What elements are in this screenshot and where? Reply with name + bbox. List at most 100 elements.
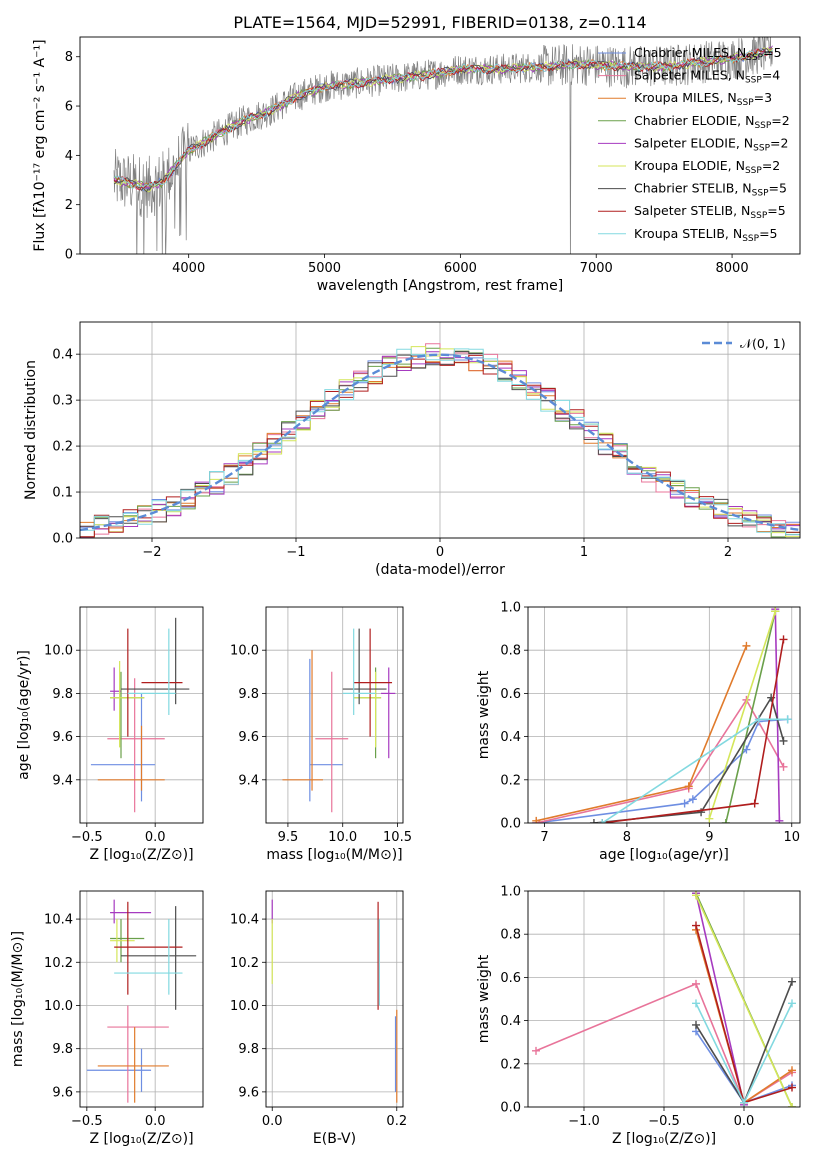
plot-area bbox=[532, 891, 796, 1107]
y-axis-label: Normed distribution bbox=[23, 360, 39, 500]
axes-frame bbox=[79, 36, 801, 255]
x-tick-label: 8000 bbox=[716, 261, 749, 276]
weight-line bbox=[536, 718, 788, 823]
legend-entry-count: =5 bbox=[763, 45, 781, 60]
legend-entry: Chabrier MILES, NSSP=5 bbox=[634, 45, 782, 63]
legend-entry-sub: SSP bbox=[745, 166, 762, 176]
weight-marker bbox=[705, 814, 714, 823]
legend-entry-sub: SSP bbox=[746, 53, 763, 63]
legend-entry-count: =2 bbox=[762, 158, 780, 173]
x-axis-label: Z [log₁₀(Z/Z⊙)] bbox=[612, 1131, 716, 1147]
weight-marker bbox=[788, 1103, 796, 1107]
x-tick-label: −0.5 bbox=[648, 1114, 680, 1129]
y-tick-label: 4 bbox=[65, 149, 73, 164]
weight-line bbox=[774, 609, 781, 821]
spectrum-model-line bbox=[113, 47, 773, 191]
y-tick-label: 9.4 bbox=[238, 773, 259, 788]
legend-entry-sub: SSP bbox=[750, 211, 767, 221]
x-tick-label: −0.5 bbox=[71, 1114, 103, 1129]
y-tick-label: 0.1 bbox=[52, 486, 73, 501]
plot-area bbox=[532, 607, 792, 823]
legend-entry-sub: SSP bbox=[752, 189, 769, 199]
legend-entry-sub: SSP bbox=[737, 98, 754, 108]
legend-entry: Kroupa MILES, NSSP=3 bbox=[634, 90, 772, 108]
weight-marker bbox=[783, 715, 792, 724]
legend-entry: Kroupa STELIB, NSSP=5 bbox=[634, 226, 778, 244]
legend-entry: Salpeter STELIB, NSSP=5 bbox=[634, 203, 786, 221]
legend-entry-sub: SSP bbox=[754, 121, 771, 131]
legend-entry: Kroupa ELODIE, NSSP=2 bbox=[634, 158, 780, 176]
plot-area bbox=[90, 617, 190, 813]
legend-entry-count: =4 bbox=[762, 68, 780, 83]
x-tick-label: 9 bbox=[705, 830, 713, 845]
y-tick-label: 0.0 bbox=[500, 1101, 521, 1116]
panel-3: 9.5 10.0 10.5 9.4 9.6 9.8 10.0 mass [log₁₀(M/M⊙… bbox=[230, 606, 412, 863]
legend-entry-label: Kroupa STELIB, N bbox=[634, 226, 742, 241]
axes-frame bbox=[79, 890, 204, 1108]
y-tick-label: 9.6 bbox=[52, 730, 73, 745]
weight-marker bbox=[589, 819, 598, 823]
weight-marker bbox=[788, 1066, 796, 1075]
weight-marker bbox=[775, 816, 784, 823]
y-tick-label: 0.6 bbox=[500, 971, 521, 986]
x-tick-label: 9.5 bbox=[278, 830, 299, 845]
legend-entry-label: Salpeter STELIB, N bbox=[634, 203, 750, 218]
x-axis-label: Z [log₁₀(Z/Z⊙)] bbox=[89, 1131, 193, 1147]
x-tick-label: 4000 bbox=[172, 261, 205, 276]
plot-area bbox=[282, 628, 396, 813]
weight-line bbox=[536, 698, 785, 823]
weight-marker bbox=[742, 641, 751, 650]
weight-marker bbox=[779, 635, 788, 644]
legend-entry-count: =2 bbox=[770, 135, 788, 150]
legend-entry-count: =5 bbox=[769, 181, 787, 196]
axes-frame bbox=[527, 606, 801, 824]
axes-frame bbox=[79, 321, 801, 539]
weight-line bbox=[695, 893, 745, 1105]
y-tick-label: 0.0 bbox=[500, 817, 521, 832]
y-axis-label: mass weight bbox=[476, 954, 492, 1043]
legend-entry: Chabrier STELIB, NSSP=5 bbox=[634, 181, 787, 199]
x-axis-label: wavelength [Angstrom, rest frame] bbox=[317, 278, 563, 294]
y-tick-label: 8 bbox=[65, 50, 73, 65]
spectrum-model-line bbox=[113, 49, 773, 189]
x-tick-label: 10 bbox=[783, 830, 800, 845]
weight-marker bbox=[721, 819, 730, 823]
weight-marker bbox=[532, 1046, 540, 1055]
legend-entry-count: =3 bbox=[754, 90, 772, 105]
legend-entry-sub: SSP bbox=[753, 143, 770, 153]
x-tick-label: −2 bbox=[142, 545, 161, 560]
y-tick-label: 0.0 bbox=[52, 532, 73, 547]
x-tick-label: 7000 bbox=[580, 261, 613, 276]
y-axis-label: Flux [fλ10⁻¹⁷ erg cm⁻² s⁻¹ A⁻¹] bbox=[32, 39, 48, 251]
x-tick-label: 0.0 bbox=[734, 1114, 755, 1129]
y-tick-label: 9.4 bbox=[52, 773, 73, 788]
x-axis-label: age [log₁₀(age/yr)] bbox=[599, 847, 729, 863]
y-tick-label: 0 bbox=[65, 248, 73, 263]
x-axis-label: mass [log₁₀(M/M⊙)] bbox=[266, 847, 402, 863]
weight-line bbox=[536, 645, 748, 822]
weight-marker bbox=[680, 799, 689, 808]
legend-entry-label: Kroupa MILES, N bbox=[634, 90, 737, 105]
y-tick-label: 10.4 bbox=[230, 913, 259, 928]
y-tick-label: 0.4 bbox=[52, 348, 73, 363]
legend-entry-count: =2 bbox=[771, 113, 789, 128]
y-tick-label: 9.8 bbox=[238, 687, 259, 702]
weight-marker bbox=[697, 808, 706, 817]
x-tick-label: 10.0 bbox=[328, 830, 357, 845]
weight-marker bbox=[532, 816, 541, 823]
x-tick-label: 0 bbox=[436, 545, 444, 560]
y-tick-label: 10.0 bbox=[230, 644, 259, 659]
weight-marker bbox=[692, 999, 700, 1008]
y-tick-label: 9.8 bbox=[238, 1042, 259, 1057]
weight-marker bbox=[688, 795, 697, 804]
y-tick-label: 0.8 bbox=[500, 928, 521, 943]
legend-entry-sub: SSP bbox=[742, 234, 759, 244]
x-axis-label: (data-model)/error bbox=[375, 562, 505, 578]
legend-entry: Chabrier ELODIE, NSSP=2 bbox=[634, 113, 790, 131]
x-tick-label: 5000 bbox=[308, 261, 341, 276]
x-tick-label: 10.5 bbox=[383, 830, 412, 845]
weight-line bbox=[535, 982, 793, 1104]
y-tick-label: 0.2 bbox=[500, 773, 521, 788]
y-tick-label: 0.4 bbox=[500, 1014, 521, 1029]
x-tick-label: 1 bbox=[580, 545, 588, 560]
